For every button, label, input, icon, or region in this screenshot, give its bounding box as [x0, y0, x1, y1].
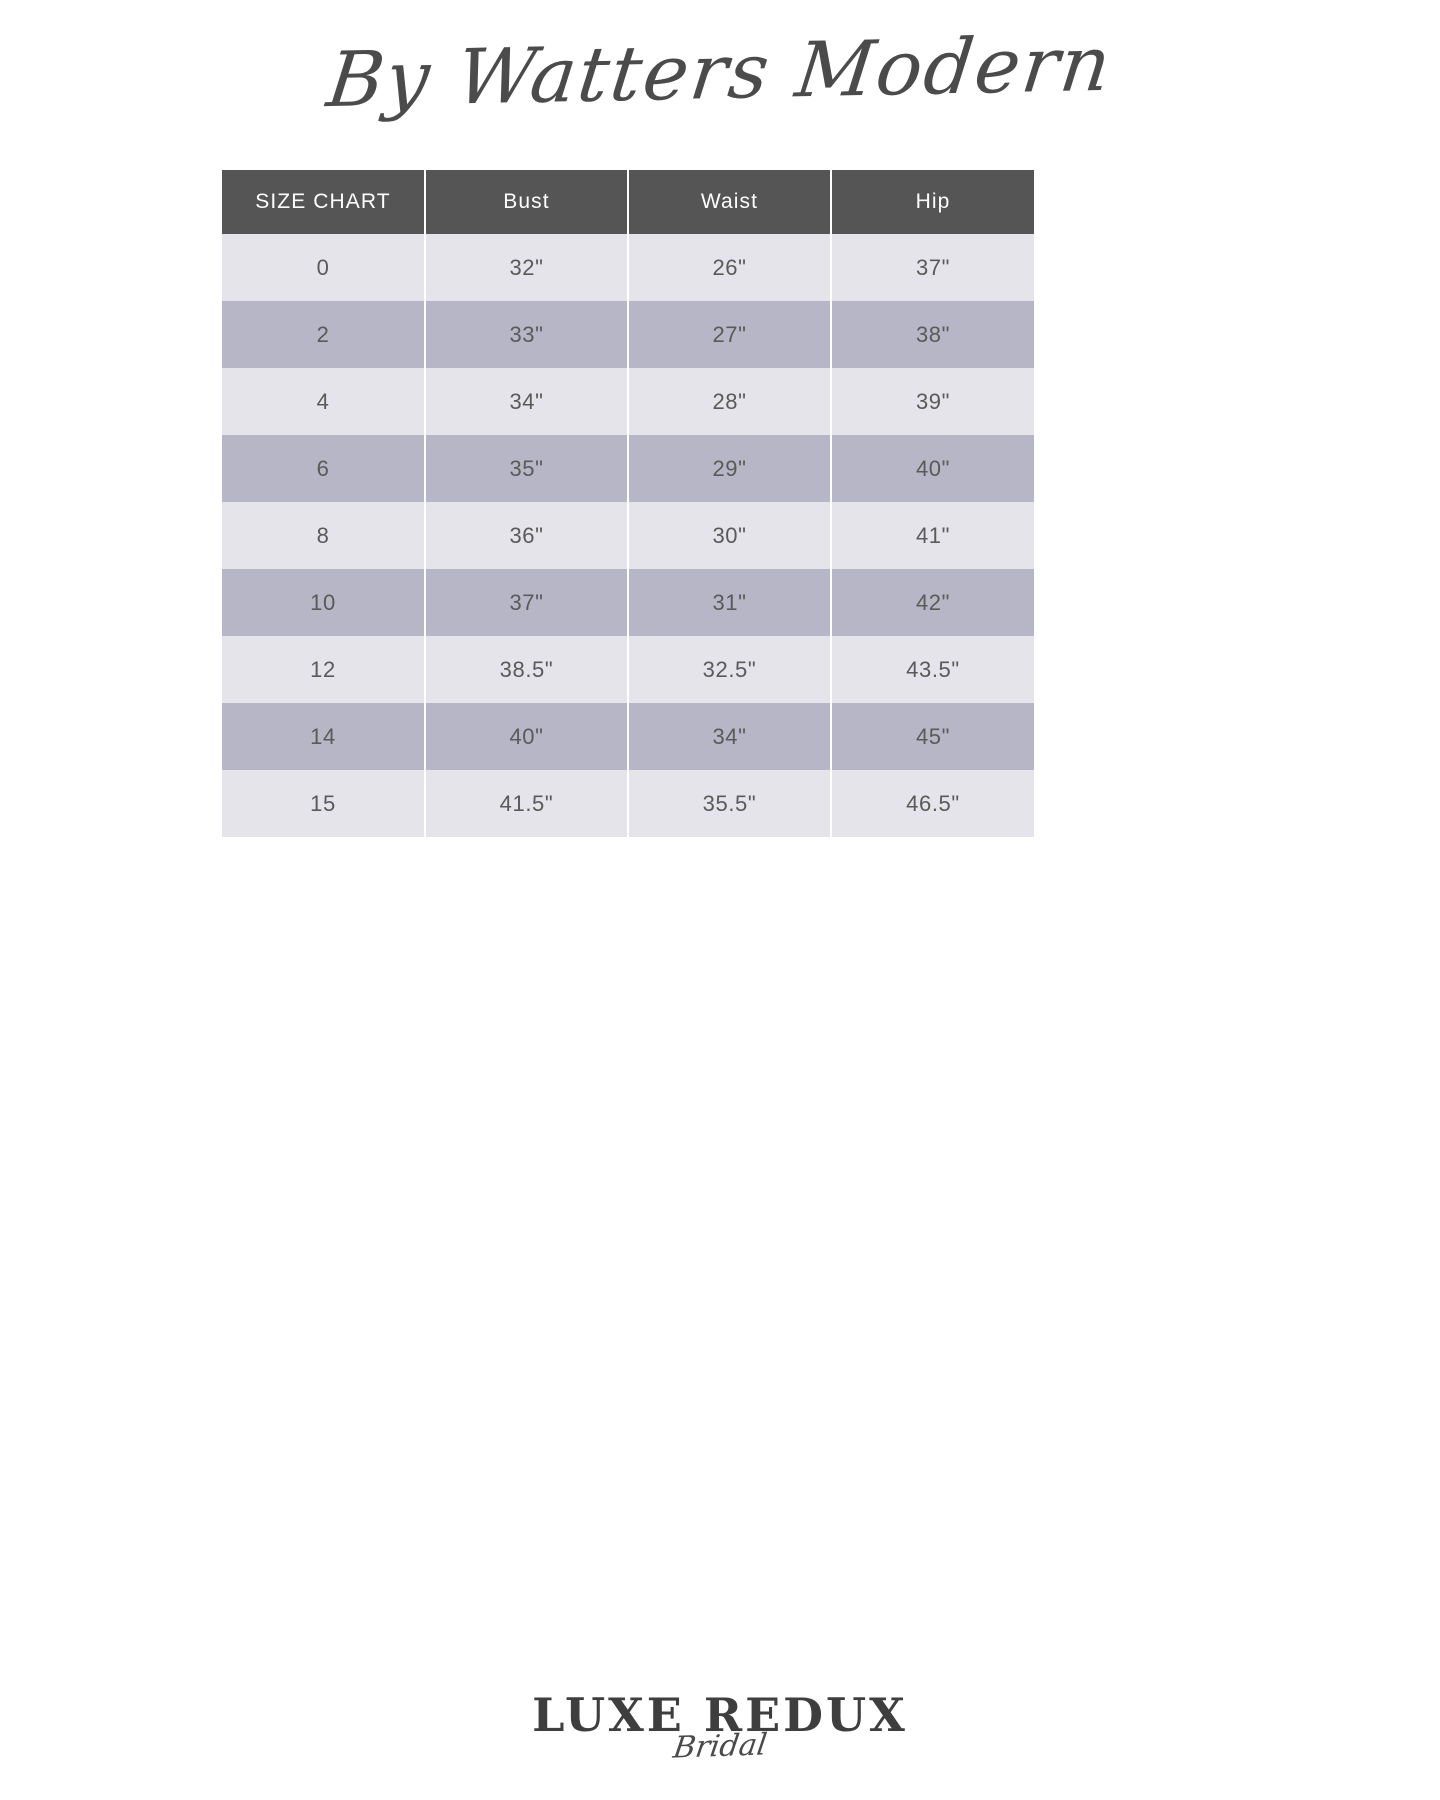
cell-waist: 28" [628, 368, 832, 435]
cell-hip: 40" [831, 435, 1034, 502]
cell-bust: 36" [425, 502, 629, 569]
cell-waist: 30" [628, 502, 832, 569]
column-header-hip: Hip [831, 170, 1034, 234]
cell-waist: 35.5" [628, 770, 832, 837]
cell-size: 10 [222, 569, 426, 636]
cell-bust: 34" [425, 368, 629, 435]
table-row: 15 41.5" 35.5" 46.5" [222, 770, 1034, 837]
table-header: SIZE CHART Bust Waist Hip [222, 170, 1034, 234]
footer-brand-logo: LUXE REDUX Bridal [0, 1688, 1440, 1766]
table-row: 6 35" 29" 40" [222, 435, 1034, 502]
cell-size: 0 [222, 234, 426, 301]
table-body: 0 32" 26" 37" 2 33" 27" 38" 4 34" 28" 39… [222, 234, 1034, 837]
table-row: 2 33" 27" 38" [222, 301, 1034, 368]
cell-hip: 46.5" [831, 770, 1034, 837]
table-row: 0 32" 26" 37" [222, 234, 1034, 301]
cell-bust: 35" [425, 435, 629, 502]
cell-waist: 29" [628, 435, 832, 502]
table-row: 8 36" 30" 41" [222, 502, 1034, 569]
cell-size: 15 [222, 770, 426, 837]
column-header-size: SIZE CHART [222, 170, 426, 234]
page-title: By Watters Modern [322, 18, 1118, 125]
cell-bust: 41.5" [425, 770, 629, 837]
cell-size: 8 [222, 502, 426, 569]
cell-hip: 43.5" [831, 636, 1034, 703]
cell-size: 14 [222, 703, 426, 770]
cell-size: 4 [222, 368, 426, 435]
cell-bust: 32" [425, 234, 629, 301]
table-row: 10 37" 31" 42" [222, 569, 1034, 636]
cell-waist: 27" [628, 301, 832, 368]
column-header-bust: Bust [425, 170, 629, 234]
cell-hip: 42" [831, 569, 1034, 636]
cell-hip: 39" [831, 368, 1034, 435]
cell-size: 2 [222, 301, 426, 368]
cell-waist: 34" [628, 703, 832, 770]
size-chart-table: SIZE CHART Bust Waist Hip 0 32" 26" 37" … [222, 170, 1034, 837]
cell-size: 12 [222, 636, 426, 703]
cell-hip: 45" [831, 703, 1034, 770]
cell-bust: 38.5" [425, 636, 629, 703]
table-row: 12 38.5" 32.5" 43.5" [222, 636, 1034, 703]
table-row: 4 34" 28" 39" [222, 368, 1034, 435]
size-chart-table-wrapper: SIZE CHART Bust Waist Hip 0 32" 26" 37" … [222, 170, 1034, 837]
page-title-wrapper: By Watters Modern [0, 19, 1440, 124]
cell-bust: 33" [425, 301, 629, 368]
cell-size: 6 [222, 435, 426, 502]
cell-bust: 40" [425, 703, 629, 770]
table-header-row: SIZE CHART Bust Waist Hip [222, 170, 1034, 234]
cell-hip: 37" [831, 234, 1034, 301]
column-header-waist: Waist [628, 170, 832, 234]
table-row: 14 40" 34" 45" [222, 703, 1034, 770]
cell-hip: 38" [831, 301, 1034, 368]
cell-waist: 26" [628, 234, 832, 301]
cell-bust: 37" [425, 569, 629, 636]
brand-name: LUXE REDUX [532, 1688, 908, 1742]
cell-hip: 41" [831, 502, 1034, 569]
cell-waist: 32.5" [628, 636, 832, 703]
cell-waist: 31" [628, 569, 832, 636]
